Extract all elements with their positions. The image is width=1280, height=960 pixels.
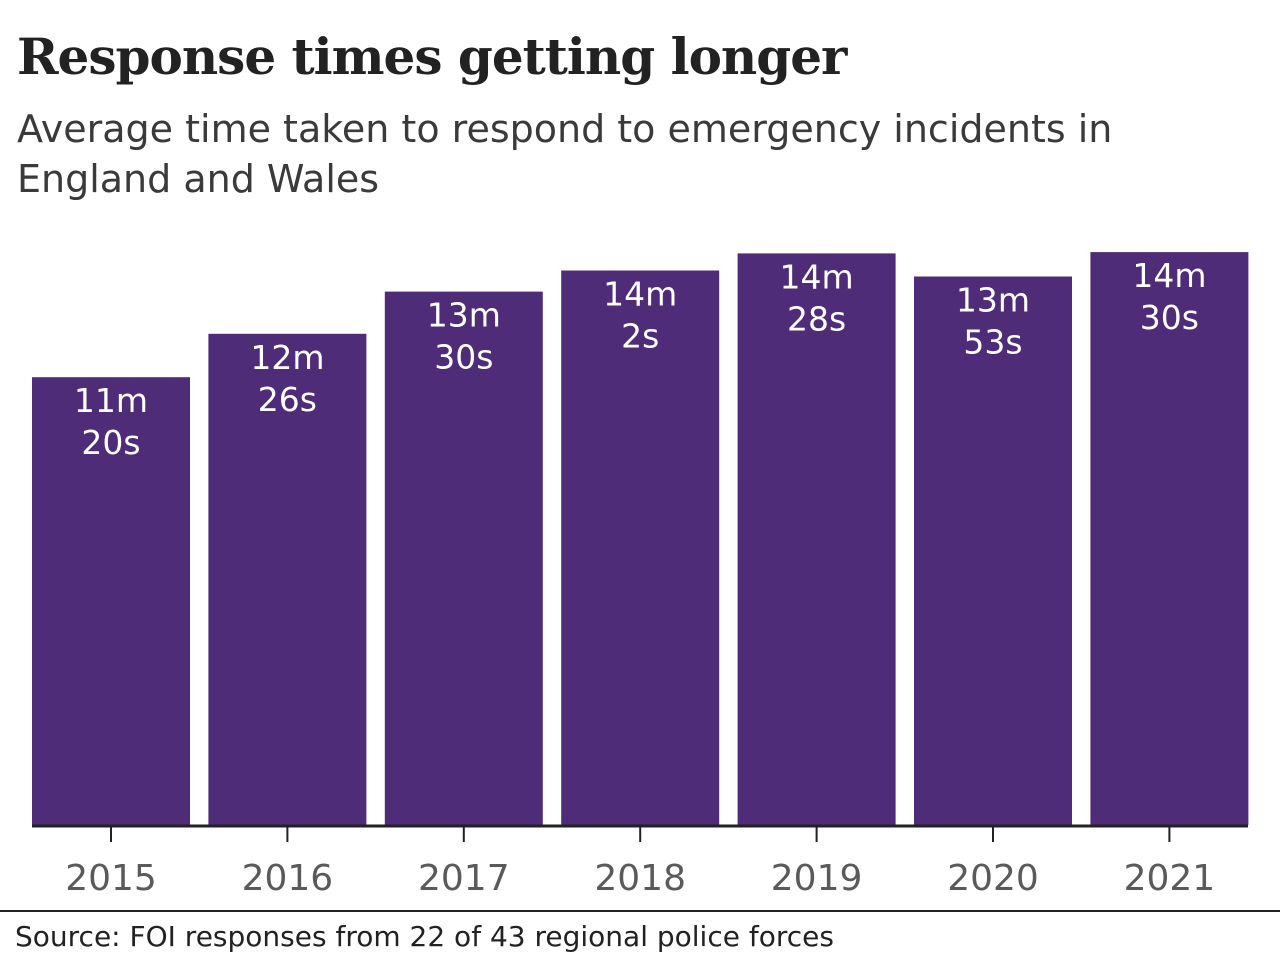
chart-subtitle: Average time taken to respond to emergen… [17,107,1113,201]
bar-2020 [914,276,1072,825]
x-tick-label-2016: 2016 [242,858,334,899]
bar-2021 [1090,252,1249,826]
bar-label-2015-seconds: 20s [81,423,140,462]
bar-2015 [32,377,190,825]
bar-label-2017-seconds: 30s [434,338,493,377]
bar-label-2021-minutes: 14m [1132,256,1206,295]
source-divider [0,910,1280,912]
bar-label-2018-seconds: 2s [621,317,659,356]
x-tick-label-2020: 2020 [947,858,1039,899]
bar-2018 [561,270,720,825]
bar-label-2019-minutes: 14m [780,257,854,296]
source-note: Source: FOI responses from 22 of 43 regi… [15,920,834,953]
x-tick-label-2021: 2021 [1124,858,1216,899]
bar-label-2017-minutes: 13m [427,296,501,335]
bar-2019 [737,253,896,825]
chart-title: Response times getting longer [17,27,847,86]
x-tick-label-2018: 2018 [594,858,686,899]
bars-layer [32,252,1249,826]
bar-label-2020-minutes: 13m [956,281,1030,320]
bar-label-2019-seconds: 28s [787,299,846,338]
bar-2016 [208,333,367,825]
bar-label-2016-seconds: 26s [258,380,317,419]
bar-label-2021-seconds: 30s [1140,298,1199,337]
bar-2017 [384,291,543,826]
bar-label-2015-minutes: 11m [74,381,148,420]
x-tick-label-2015: 2015 [65,858,157,899]
x-tick-label-2019: 2019 [771,858,863,899]
x-tick-label-2017: 2017 [418,858,510,899]
bar-label-2018-minutes: 14m [603,275,677,314]
bar-label-2020-seconds: 53s [963,323,1022,362]
bar-label-2016-minutes: 12m [250,338,324,377]
x-ticks-layer: 2015 2016 2017 2018 2019 2020 2021 [65,826,1215,899]
